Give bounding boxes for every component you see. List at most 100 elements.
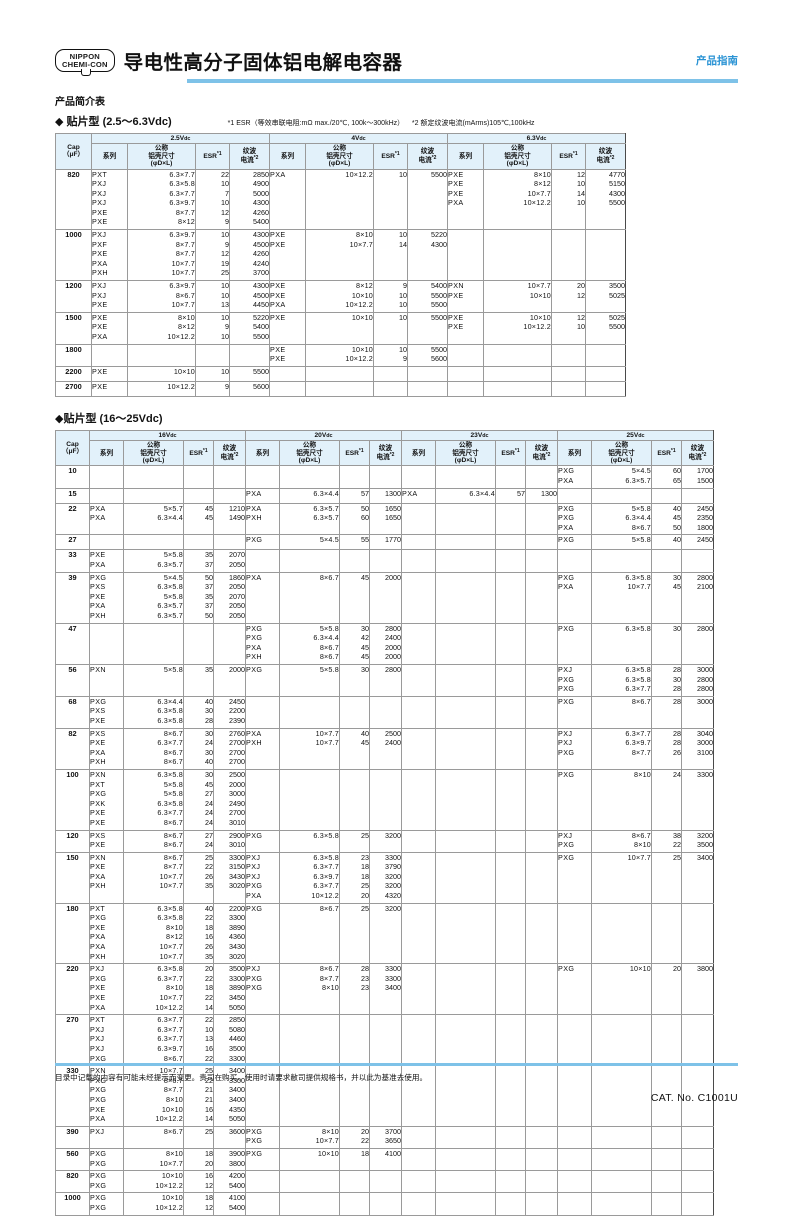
- cell-series: [557, 1014, 592, 1067]
- cell-ripple: 3800: [681, 963, 714, 1016]
- nippon-chemicon-logo: NIPPON CHEMI-CON: [55, 48, 115, 77]
- table1-caption-row: ◆ 贴片型 (2.5～6.3Vdc) *1 ESR（等效串联电阻:mΩ max.…: [55, 113, 738, 129]
- cell-case-size: [591, 1014, 652, 1067]
- cell-capacitance: 220: [55, 963, 90, 1016]
- cell-esr: [495, 465, 526, 489]
- cell-esr: [495, 571, 526, 624]
- cell-capacitance: 39: [55, 571, 90, 624]
- header-esr: ESR*1: [339, 440, 370, 467]
- header-series: 系列: [557, 440, 592, 467]
- cell-ripple: [525, 622, 558, 665]
- cell-esr: [183, 487, 214, 504]
- cell-ripple: 4300 4500 4450: [229, 280, 270, 313]
- cell-esr: 40 45: [339, 727, 370, 770]
- cell-ripple: 3200 3500: [681, 829, 714, 853]
- cell-ripple: [525, 851, 558, 904]
- cell-esr: [495, 851, 526, 904]
- cell-series: PXJ PXJ PXJ PXG PXA: [245, 851, 280, 904]
- cell-esr: 25: [339, 902, 370, 965]
- cell-case-size: [305, 365, 374, 382]
- cell-ripple: [369, 1192, 402, 1216]
- cell-ripple: 4770 5150 4300 5500: [585, 168, 626, 231]
- table2-head: Cap （μF） 16Vdc 20Vdc 23Vdc 25Vdc 系列 公称 铝壳尺寸 (φD×L…: [55, 429, 714, 467]
- cell-series: PXE PXE: [269, 343, 306, 367]
- cell-esr: 10 10 13: [195, 280, 230, 313]
- cell-series: PXE: [91, 365, 128, 382]
- cell-ripple: [525, 902, 558, 965]
- cell-case-size: 8×6.7: [591, 695, 652, 729]
- cell-ripple: 4200 5400: [213, 1170, 246, 1194]
- cell-case-size: 10×10: [127, 365, 196, 382]
- table-row: 68 PXG PXS PXE 6.3×4.4 6.3×5.8 6.3×5.8 40 30 28 24…: [55, 695, 714, 729]
- cell-esr: [651, 1170, 682, 1194]
- cell-series: [401, 534, 436, 551]
- cell-case-size: [435, 465, 496, 489]
- cell-series: PXG: [557, 768, 592, 831]
- cell-case-size: 10×10: [591, 963, 652, 1016]
- cell-series: [401, 549, 436, 573]
- cell-ripple: 2800 2400 2000 2000: [369, 622, 402, 665]
- cell-ripple: 5500: [229, 365, 270, 382]
- cell-ripple: 2850 4900 5000 4300 4260 5400: [229, 168, 270, 231]
- cell-ripple: 1860 2050 2070 2050 2050: [213, 571, 246, 624]
- cell-series: PXG PXG PXA PXH: [245, 622, 280, 665]
- cell-case-size: 6.3×5.8 6.3×5.8 6.3×7.7: [591, 663, 652, 697]
- cell-esr: 30 42 45 45: [339, 622, 370, 665]
- cell-case-size: [435, 1170, 496, 1194]
- cell-case-size: 5×5.8 6.3×4.4 8×6.7: [591, 502, 652, 536]
- header-voltage-group: 20Vdc: [245, 429, 402, 442]
- cell-series: [401, 465, 436, 489]
- cell-case-size: [435, 963, 496, 1016]
- header-voltage-group: 4Vdc: [269, 132, 448, 145]
- cell-case-size: 6.3×5.8 5×5.8 5×5.8 6.3×5.8 6.3×7.7 8×6.7: [123, 768, 184, 831]
- table-row: 2200 PXE 10×10 10 5500: [55, 365, 626, 382]
- table-row: 47 PXG PXG PXA PXH 5×5.8 6.3×4.4 8×6.7 8×6.7 30 4…: [55, 622, 714, 665]
- cell-ripple: [525, 727, 558, 770]
- cell-esr: 16 12: [183, 1170, 214, 1194]
- cell-series: PXG: [245, 829, 280, 853]
- table-row: 1000 PXG PXG 10×10 10×12.2 18 12 4100 5400: [55, 1192, 714, 1216]
- table-row: 330 PXN PXG PXG PXG PXE PXA 10×7.7 8×6.7 8×7.7 8×1…: [55, 1065, 714, 1127]
- cell-series: PXJ PXG: [557, 829, 592, 853]
- cell-ripple: [525, 534, 558, 551]
- cell-case-size: 8×6.7 8×10: [591, 829, 652, 853]
- cell-case-size: 6.3×7.7 6.3×5.8 6.3×7.7 6.3×9.7 8×7.7 8×12: [127, 168, 196, 231]
- cell-esr: 30 45 27 24 24 24: [183, 768, 214, 831]
- page-footer: 目录中记载的内容有可能未经提示而变更。贵司在购买、使用时请要求敝司提供规格书，并…: [55, 1063, 738, 1104]
- header-esr: ESR*1: [183, 440, 214, 467]
- cell-case-size: [123, 487, 184, 504]
- cell-esr: 9 10 10: [373, 280, 408, 313]
- cell-capacitance: 820: [55, 1170, 90, 1194]
- cell-capacitance: 2200: [55, 365, 92, 382]
- cell-ripple: 1770: [369, 534, 402, 551]
- table1-notes: *1 ESR（等效串联电阻:mΩ max./20℃, 100k～300kHz） …: [228, 118, 535, 129]
- cell-esr: 30 45: [651, 571, 682, 624]
- cell-case-size: 6.3×5.8 6.3×5.8 8×10 8×12 10×7.7 10×7.7: [123, 902, 184, 965]
- cell-case-size: [591, 1125, 652, 1150]
- cell-esr: 30: [339, 663, 370, 697]
- cell-case-size: 8×10 10×7.7: [123, 1148, 184, 1172]
- cell-ripple: 3300: [681, 768, 714, 831]
- cell-series: PXG PXA: [557, 571, 592, 624]
- cell-series: PXG: [245, 1148, 280, 1172]
- cell-series: [401, 1170, 436, 1194]
- table-row: 27 PXG 5×4.5 55 1770 PXG 5×5.8 40 2450: [55, 534, 714, 551]
- table1-head: Cap （μF） 2.5Vdc 4Vdc 6.3Vdc 系列 公称 铝壳尺寸 (φD×L) ESR…: [55, 132, 626, 170]
- cell-esr: [373, 365, 408, 382]
- table-row: 220 PXJ PXG PXE PXE PXA 6.3×5.8 6.3×7.7 8×10 10×7…: [55, 963, 714, 1016]
- cell-case-size: 6.3×7.7 6.3×9.7 8×7.7: [591, 727, 652, 770]
- cell-case-size: 8×10: [591, 768, 652, 831]
- cell-series: [401, 622, 436, 665]
- cell-esr: 10: [373, 168, 408, 231]
- cell-capacitance: 560: [55, 1148, 90, 1172]
- cell-series: PXN PXE PXA PXH: [89, 851, 124, 904]
- cell-series: [401, 829, 436, 853]
- cell-series: [401, 502, 436, 536]
- cell-ripple: [369, 549, 402, 573]
- cell-ripple: 5500: [407, 168, 448, 231]
- cell-esr: 18 20: [183, 1148, 214, 1172]
- header-ripple-current: 纹波 电流*2: [369, 440, 402, 467]
- cell-series: PXT PXJ PXJ PXJ PXE PXE: [91, 168, 128, 231]
- cell-case-size: 10×10 10×12.2: [123, 1170, 184, 1194]
- cell-case-size: 6.3×9.7 8×6.7 10×7.7: [127, 280, 196, 313]
